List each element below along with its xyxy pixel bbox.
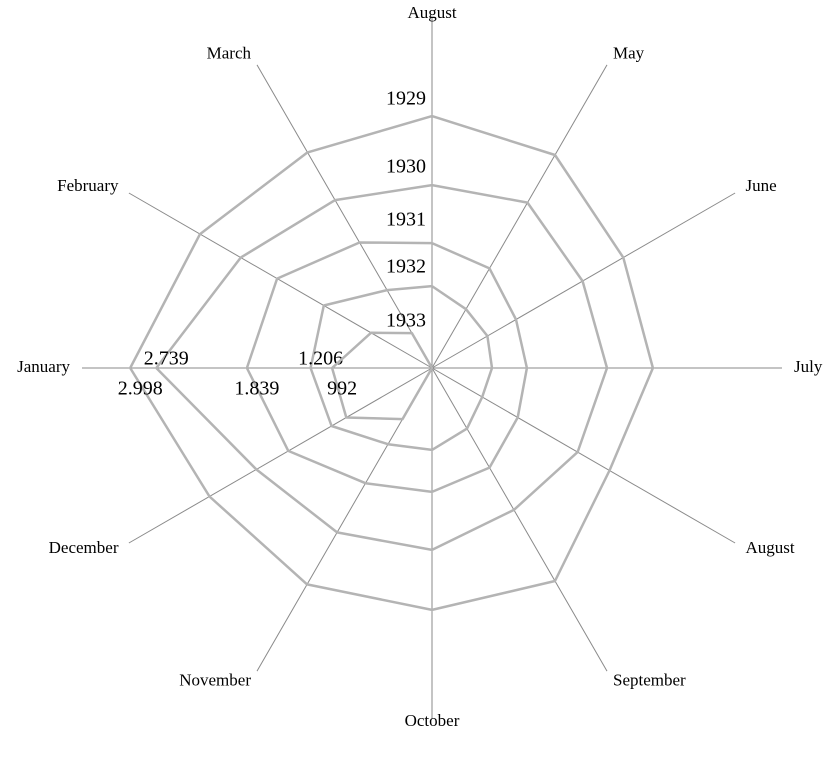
series-line bbox=[309, 284, 494, 452]
series-label: 1931 bbox=[386, 209, 426, 231]
category-label: May bbox=[613, 43, 645, 62]
category-label: January bbox=[17, 357, 70, 376]
series-line bbox=[330, 331, 434, 421]
category-label: July bbox=[794, 357, 823, 376]
data-label: 2.998 bbox=[118, 378, 163, 400]
category-label: December bbox=[49, 538, 119, 557]
category-label: March bbox=[207, 43, 252, 62]
category-label: August bbox=[407, 3, 456, 22]
category-label: June bbox=[746, 176, 777, 195]
category-label: November bbox=[179, 670, 251, 689]
data-label: 992 bbox=[327, 378, 357, 400]
data-label: 1.206 bbox=[298, 348, 343, 370]
category-label: October bbox=[405, 711, 460, 730]
series-line bbox=[245, 241, 529, 494]
data-label: 1.839 bbox=[234, 378, 279, 400]
spoke bbox=[128, 367, 433, 544]
series-label: 1929 bbox=[386, 88, 426, 110]
spoke bbox=[431, 367, 608, 672]
spoke bbox=[431, 367, 736, 544]
spoke bbox=[256, 64, 433, 369]
series-line bbox=[128, 114, 655, 612]
spoke bbox=[128, 192, 433, 369]
category-label: February bbox=[57, 176, 119, 195]
series-label: 1933 bbox=[386, 310, 426, 332]
category-label: September bbox=[613, 670, 686, 689]
category-label: August bbox=[746, 538, 795, 557]
series-label: 1932 bbox=[386, 256, 426, 278]
data-label: 2.739 bbox=[144, 348, 189, 370]
series-line bbox=[155, 183, 609, 552]
spoke bbox=[431, 64, 608, 369]
series-label: 1930 bbox=[386, 156, 426, 178]
